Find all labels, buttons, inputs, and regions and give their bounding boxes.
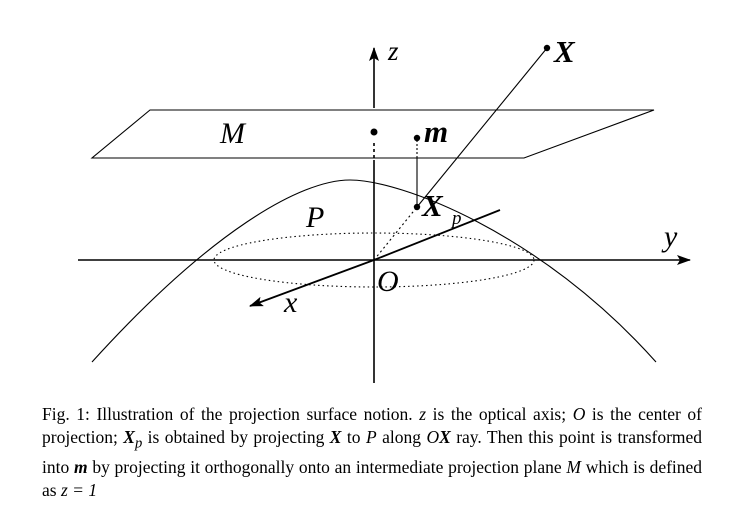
x-axis-label: x <box>283 286 298 319</box>
caption-var-m: m <box>73 456 88 477</box>
ray-Xp-to-X <box>416 47 548 208</box>
point-m <box>413 134 421 142</box>
caption-var-M: M <box>566 456 581 477</box>
y-axis-label: y <box>661 220 678 253</box>
figure-caption: Fig. 1: Illustration of the projection s… <box>42 403 702 502</box>
caption-var-P: P <box>365 427 377 447</box>
caption-var-X2: X <box>439 427 451 447</box>
point-m-label: m <box>424 114 448 149</box>
caption-equation: z = 1 <box>60 479 98 500</box>
caption-text-3: is obtained by projecting <box>147 427 325 447</box>
caption-text-7: by projecting it orthogonally onto an in… <box>92 456 562 477</box>
caption-text-6: ray. Then this point is transformed into <box>42 427 703 477</box>
caption-var-O: O <box>572 404 586 424</box>
caption-text-4: to <box>346 427 361 447</box>
caption-var-z: z <box>419 404 427 424</box>
caption-text-1: is the optical axis; <box>432 404 567 424</box>
caption-text-2: is the center of projection; <box>42 404 703 447</box>
origin-label: O <box>377 265 399 298</box>
point-Xp <box>413 203 421 211</box>
point-X-label: X <box>553 34 576 69</box>
point-Xp-subscript: p <box>450 208 462 229</box>
point-z-plane <box>370 128 378 136</box>
plane-M-label: M <box>219 117 247 150</box>
z-axis-label: z <box>387 36 399 66</box>
caption-prefix: Fig. 1: Illustration of the projection s… <box>42 404 413 424</box>
x-axis-back <box>373 209 501 261</box>
projection-diagram: z y x O X m X p M P <box>78 34 691 383</box>
point-Xp-label: X <box>421 188 444 223</box>
caption-var-X: X <box>329 427 342 447</box>
projection-plane-M <box>90 109 655 159</box>
caption-var-O2: O <box>426 427 440 447</box>
point-X <box>543 44 551 52</box>
ray-O-to-Xp <box>373 206 418 261</box>
caption-text-8: which is defined as <box>42 456 703 500</box>
surface-P-label: P <box>305 201 324 234</box>
caption-var-Xp-sub: p <box>134 435 143 452</box>
caption-text-5: along <box>382 427 421 447</box>
caption-var-Xp: X <box>123 427 135 447</box>
x-axis <box>249 259 375 307</box>
